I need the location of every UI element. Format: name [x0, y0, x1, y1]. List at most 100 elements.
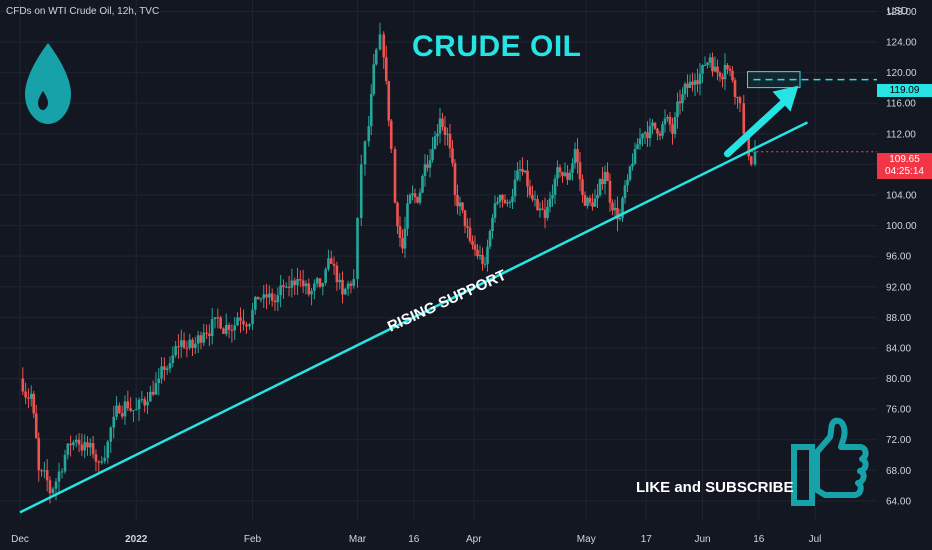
candle-body: [129, 408, 132, 411]
candle-body: [327, 258, 330, 270]
candle-body: [486, 246, 489, 264]
candle-body: [205, 332, 208, 334]
candle-body: [349, 283, 353, 286]
candle-body: [541, 208, 544, 210]
x-tick-label: Jun: [694, 534, 710, 545]
candle-body: [686, 83, 689, 88]
candle-body: [506, 202, 509, 204]
candle-body: [508, 201, 512, 203]
support-trendline[interactable]: [19, 121, 809, 514]
candle-body: [533, 199, 537, 201]
candle-body: [556, 167, 559, 179]
candle-body: [456, 195, 459, 207]
candle-body: [578, 162, 582, 180]
candle-body: [668, 116, 672, 125]
candle-body: [413, 193, 417, 198]
x-tick-label: Mar: [349, 534, 367, 545]
price-axis[interactable]: 64.00 68.00 72.00 76.00 80.00 84.00 88.00 92.00…: [886, 7, 917, 507]
candle-body: [428, 160, 432, 168]
candle-body: [363, 141, 367, 165]
candle-body: [94, 454, 98, 462]
candle-body: [143, 399, 146, 406]
target-price-label[interactable]: 119.09: [877, 84, 932, 97]
candle-body: [262, 294, 266, 299]
y-tick-label: 76.00: [886, 405, 911, 416]
candle-body: [453, 163, 457, 195]
candle-body: [40, 470, 43, 472]
time-axis[interactable]: Dec 2022 Feb Mar 16 Apr May 17 Jun 16 Jul: [0, 526, 877, 550]
candle-body: [726, 65, 729, 70]
last-price-label[interactable]: 109.65 04:25:14: [877, 153, 932, 179]
candle-body: [332, 263, 336, 266]
candle-body: [511, 196, 514, 202]
currency-label: USD: [887, 6, 909, 17]
candle-body: [242, 320, 245, 325]
candle-body: [651, 122, 654, 127]
time-axis-bg: [0, 526, 877, 550]
x-tick-label: May: [577, 534, 596, 545]
y-tick-label: 64.00: [886, 496, 911, 507]
candle-body: [118, 405, 121, 414]
candle-body: [416, 197, 419, 203]
candle-body: [443, 126, 447, 135]
candle-body: [21, 378, 25, 392]
candle-body: [115, 405, 118, 417]
candle-body: [716, 66, 719, 73]
y-tick-label: 120.00: [886, 68, 917, 79]
candle-body: [60, 471, 64, 473]
candle-body: [219, 317, 222, 329]
candle-body: [268, 293, 271, 298]
x-tick-label: Jul: [809, 534, 822, 545]
candle-body: [749, 156, 753, 165]
candle-body: [32, 393, 36, 414]
grid-lines: [0, 0, 877, 520]
candle-body: [89, 443, 92, 448]
candle-body: [503, 199, 507, 204]
candle-body: [463, 210, 467, 227]
oil-drop-icon: [25, 43, 71, 124]
candle-body: [591, 202, 594, 207]
target-box: [747, 71, 801, 89]
candle-body: [451, 148, 454, 164]
candle-body: [352, 279, 356, 286]
candle-body: [273, 300, 277, 303]
candle-body: [693, 80, 697, 85]
candle-body: [230, 329, 234, 331]
candle-body: [74, 439, 78, 443]
candle-body: [656, 128, 659, 134]
candle-body: [568, 172, 572, 180]
candle-body: [438, 118, 442, 134]
candle-body: [194, 343, 197, 348]
candle-body: [168, 363, 172, 369]
candle-body: [713, 66, 717, 72]
candle-body: [658, 133, 662, 136]
candle-body: [483, 263, 487, 265]
candle-body: [37, 438, 41, 471]
candle-body: [338, 279, 341, 283]
candle-body: [151, 391, 155, 395]
chart-title: CRUDE OIL: [412, 30, 582, 63]
target-zone[interactable]: [747, 71, 878, 89]
y-tick-label: 84.00: [886, 343, 911, 354]
candle-body: [708, 57, 712, 63]
symbol-header[interactable]: CFDs on WTI Crude Oil, 12h, TVC: [6, 6, 160, 17]
candle-body: [299, 279, 302, 281]
candle-body: [571, 163, 574, 173]
candle-body: [120, 413, 124, 417]
candle-body: [728, 69, 732, 71]
candle-body: [573, 149, 577, 164]
x-tick-label: Apr: [466, 534, 482, 545]
candle-body: [279, 285, 282, 296]
thumbs-up-icon: [791, 417, 869, 506]
candle-body: [493, 203, 497, 218]
candle-body: [233, 325, 236, 331]
candle-body: [160, 366, 163, 379]
candle-body: [613, 207, 617, 211]
candle-body: [521, 168, 524, 173]
candle-body: [149, 391, 152, 402]
candle-body: [109, 427, 113, 442]
candle-body: [628, 166, 632, 180]
candle-body: [57, 471, 61, 482]
candle-body: [24, 391, 27, 398]
